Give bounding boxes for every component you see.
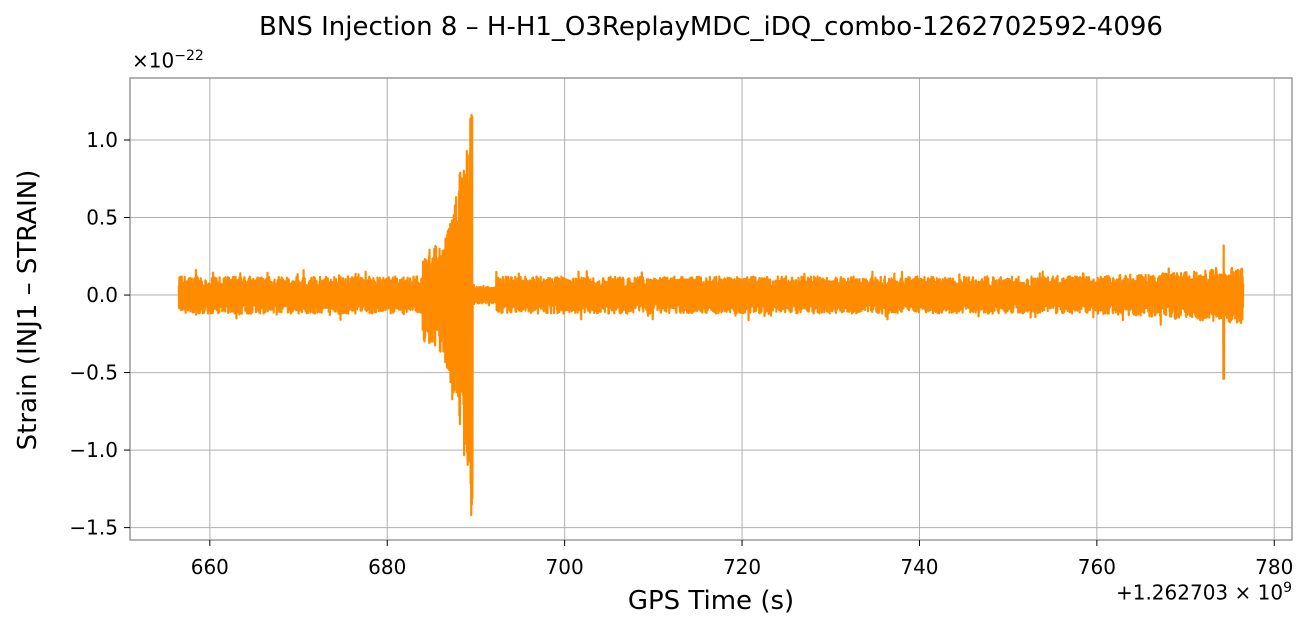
y-tick-label: −1.0 bbox=[69, 438, 118, 462]
x-tick-label: 700 bbox=[546, 555, 584, 579]
plot-frame bbox=[129, 77, 1293, 541]
y-multiplier-exponent: −22 bbox=[174, 48, 204, 64]
x-axis-label: GPS Time (s) bbox=[627, 586, 795, 616]
x-offset: +1.262703 × 109 bbox=[1116, 580, 1292, 605]
chart-title: BNS Injection 8 – H-H1_O3ReplayMDC_iDQ_c… bbox=[259, 12, 1163, 42]
x-tick-label: 660 bbox=[191, 555, 229, 579]
y-multiplier: ×10−22 bbox=[132, 48, 204, 73]
x-tick-label: 780 bbox=[1255, 555, 1293, 579]
axis-ticks: 660 680 700 720 740 760 780 −1.5 −1.0 −0.5 0.0 0.5 1… bbox=[69, 128, 1293, 579]
y-tick-label: 0.0 bbox=[86, 283, 118, 307]
y-tick-label: 1.0 bbox=[86, 128, 118, 152]
series-strain bbox=[177, 113, 1245, 517]
x-tick-label: 760 bbox=[1078, 555, 1116, 579]
x-tick-label: 740 bbox=[900, 555, 938, 579]
x-offset-text: +1.262703 × 10 bbox=[1115, 580, 1284, 605]
y-tick-label: −1.5 bbox=[69, 516, 118, 540]
x-offset-exponent: 9 bbox=[1283, 580, 1292, 596]
y-tick-label: 0.5 bbox=[86, 206, 118, 230]
strain-line bbox=[177, 113, 1245, 517]
y-axis-label: Strain (INJ1 – STRAIN) bbox=[13, 169, 43, 451]
x-tick-label: 720 bbox=[723, 555, 761, 579]
x-tick-label: 680 bbox=[368, 555, 406, 579]
y-multiplier-text: ×10 bbox=[132, 48, 175, 73]
y-tick-label: −0.5 bbox=[69, 361, 118, 385]
